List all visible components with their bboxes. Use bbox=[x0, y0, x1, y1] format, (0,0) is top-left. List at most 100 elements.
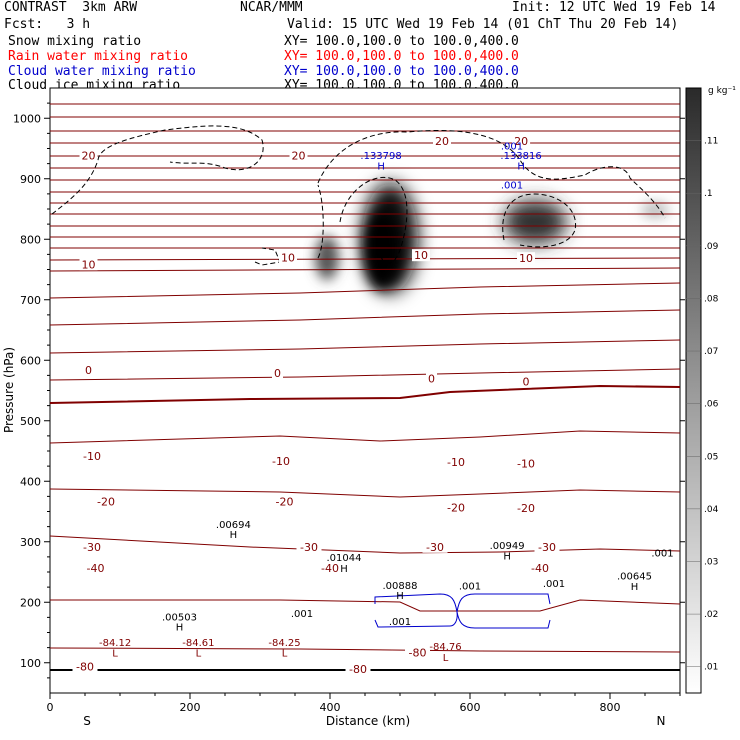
x-tick-label: 200 bbox=[180, 701, 201, 714]
extremum-label: .00645 bbox=[617, 571, 652, 582]
isotherm-line bbox=[49, 647, 681, 653]
x-tick-label: 800 bbox=[600, 701, 621, 714]
extremum-label: H bbox=[377, 162, 385, 173]
isotherm-line bbox=[49, 430, 681, 444]
isotherm-label: -10 bbox=[272, 455, 290, 468]
colorbar-label: .05 bbox=[704, 452, 718, 462]
isotherm-label-bg bbox=[345, 663, 371, 676]
extremum-label: .00949 bbox=[490, 541, 525, 552]
isotherm-label: 0 bbox=[523, 376, 530, 389]
extrema-labels: L-84.12L-84.61L-84.25L-84.76H.00503.001.… bbox=[99, 142, 674, 664]
y-tick-label: 100 bbox=[20, 657, 41, 670]
isotherm-label-bg bbox=[268, 454, 294, 467]
isotherm-label-bg bbox=[517, 252, 535, 265]
isotherm-label: -40 bbox=[321, 562, 339, 575]
y-tick-label: 300 bbox=[20, 536, 41, 549]
isotherm-line bbox=[49, 368, 681, 381]
extremum-label: .001 bbox=[501, 180, 523, 191]
extremum-label: .001 bbox=[651, 548, 673, 559]
colorbar-label: .02 bbox=[704, 610, 718, 620]
isotherm-label: 20 bbox=[514, 135, 528, 148]
isotherm-label-bg bbox=[93, 495, 119, 508]
isotherm-label-bg bbox=[405, 646, 430, 659]
colorbar-label: .01 bbox=[704, 663, 718, 673]
snow-blob-west bbox=[315, 236, 339, 280]
isotherm-label: 10 bbox=[281, 252, 295, 265]
extremum-label: .133816 bbox=[500, 151, 541, 162]
extremum-label: -84.76 bbox=[429, 642, 461, 653]
field-snow-xy: XY= 100.0,100.0 to 100.0,400.0 bbox=[284, 34, 519, 49]
colorbar-label: .06 bbox=[704, 400, 719, 410]
isotherm-label: 0 bbox=[274, 367, 281, 380]
isotherm-label-bg bbox=[520, 375, 532, 388]
cloud-ice-contour bbox=[502, 193, 576, 248]
colorbar-label: .09 bbox=[704, 242, 719, 252]
isotherm-label: -40 bbox=[87, 562, 105, 575]
colorbar-label: .11 bbox=[704, 137, 718, 147]
isotherm-label: -80 bbox=[76, 661, 94, 674]
isotherm-label: -10 bbox=[447, 456, 465, 469]
colorbar-label: .1 bbox=[704, 189, 713, 199]
extremum-label: L bbox=[196, 649, 202, 660]
x-tick-label: 400 bbox=[320, 701, 341, 714]
isotherm-label-bg bbox=[513, 502, 539, 515]
x-tick-label: 600 bbox=[460, 701, 481, 714]
colorbar: .01 .02 .03 .04 .05 .06 .07 .08 .09 .1 .11 bbox=[685, 87, 719, 694]
x-axis: 0 200 400 600 800 bbox=[47, 693, 681, 714]
snow-blob-east bbox=[503, 200, 567, 244]
x-end-label-left: S bbox=[83, 714, 91, 728]
isotherm-label-bg bbox=[443, 456, 469, 469]
isotherm-label: -80 bbox=[349, 663, 367, 676]
isotherm-label: -30 bbox=[538, 541, 556, 554]
isotherm-label: 0 bbox=[85, 364, 92, 377]
isotherm-label: 0 bbox=[428, 373, 435, 386]
isotherm-label-bg bbox=[79, 540, 105, 553]
plot-area: -80 -80-80-40 -40 -40-30 -30 -30 -30-20 -20 -20-… bbox=[49, 87, 681, 694]
isotherm-label-bg bbox=[79, 450, 105, 463]
isotherm-label-bg bbox=[296, 540, 322, 553]
cloud-ice-contour bbox=[339, 176, 408, 264]
colorbar-label: .08 bbox=[704, 294, 719, 304]
extremum-label: H bbox=[503, 551, 511, 562]
isotherm-label-bg bbox=[443, 501, 469, 514]
extremum-label: .01044 bbox=[327, 553, 362, 564]
extremum-label: .001 bbox=[389, 617, 411, 628]
extremum-label: H bbox=[176, 623, 184, 634]
cloud-ice-contour bbox=[317, 184, 324, 259]
y-tick-label: 600 bbox=[20, 354, 41, 367]
isotherm-label: 10 bbox=[519, 252, 533, 265]
isotherm-label: 10 bbox=[414, 249, 428, 262]
x-end-label-right: N bbox=[657, 714, 666, 728]
extremum-label: .133798 bbox=[360, 151, 401, 162]
cloud-ice-contour bbox=[317, 129, 666, 219]
isotherm-label-bg bbox=[412, 249, 430, 262]
isotherm-label: -10 bbox=[83, 450, 101, 463]
cloud-ice-contours bbox=[51, 125, 666, 266]
y-tick-label: 800 bbox=[20, 233, 41, 246]
extremum-label: H bbox=[631, 582, 639, 593]
snow-blob-main-core bbox=[364, 210, 400, 290]
extremum-label: .001 bbox=[501, 142, 523, 153]
extremum-label: -84.61 bbox=[182, 638, 214, 649]
isotherm-label-bg bbox=[83, 364, 94, 377]
isotherm-label: -40 bbox=[531, 562, 549, 575]
extremum-label: H bbox=[340, 564, 348, 575]
y-tick-label: 400 bbox=[20, 475, 41, 488]
plot-border bbox=[49, 87, 681, 694]
isotherm-label: -10 bbox=[517, 457, 535, 470]
isotherm-label: 10 bbox=[82, 258, 96, 271]
isotherm-line bbox=[50, 599, 681, 612]
snow-blob-far-east bbox=[641, 202, 669, 218]
isotherm-line bbox=[49, 282, 681, 299]
isotherm-label: -20 bbox=[97, 495, 115, 508]
cloud-water-contour bbox=[456, 593, 551, 629]
isotherm-label: -20 bbox=[276, 495, 294, 508]
isotherm-label: -20 bbox=[517, 502, 535, 515]
extremum-label: -84.12 bbox=[99, 638, 131, 649]
colorbar-label: .03 bbox=[704, 557, 718, 567]
field-rain-name: Rain water mixing ratio bbox=[8, 49, 189, 64]
isotherm-label: -30 bbox=[300, 541, 318, 554]
isotherm-label-bg bbox=[534, 540, 560, 553]
colorbar-label: .07 bbox=[704, 347, 718, 357]
